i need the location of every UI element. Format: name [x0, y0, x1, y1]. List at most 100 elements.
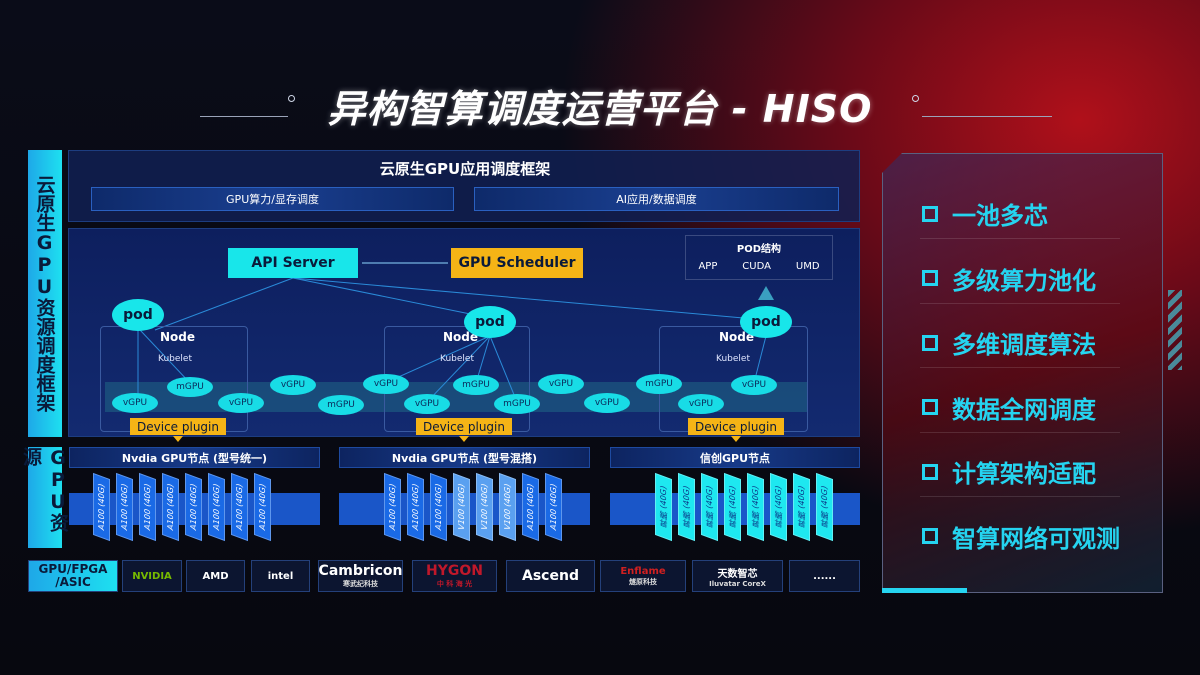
gpu-card-label: A100 (40G): [526, 482, 535, 532]
ai-data-scheduling: AI应用/数据调度: [474, 187, 839, 211]
node-label: Node: [160, 330, 196, 344]
device-plugin-2: Device plugin: [416, 418, 512, 435]
feature-item: 智算网络可观测: [922, 519, 1120, 554]
node-label: Node: [719, 330, 755, 344]
gpu-ellipse: mGPU: [318, 395, 364, 415]
gpu-ellipse: vGPU: [678, 394, 724, 414]
gpu-card: 昇腾 (40G): [724, 472, 741, 542]
gpu-ellipse: mGPU: [494, 394, 540, 414]
gpu-card: A100 (40G): [384, 472, 401, 542]
vendor-name: Cambricon: [318, 563, 403, 579]
gpu-card: A100 (40G): [254, 472, 271, 542]
checkbox-icon: [922, 205, 938, 222]
gpu-card: A100 (40G): [407, 472, 424, 542]
gpu-card: V100 (40G): [476, 472, 493, 542]
gpu-card: A100 (40G): [116, 472, 133, 542]
title-dot-left: [288, 95, 295, 102]
gpu-ellipse: vGPU: [731, 375, 777, 395]
gpu-compute-scheduling: GPU算力/显存调度: [91, 187, 454, 211]
checkbox-icon: [922, 270, 938, 286]
gpu-card-label: 昇腾 (40G): [797, 484, 806, 530]
feature-divider: [920, 238, 1120, 239]
vendor-logo-: ......: [789, 560, 860, 592]
line: [154, 277, 294, 331]
gpu-card: 昇腾 (40G): [816, 472, 833, 542]
gpu-card: A100 (40G): [430, 472, 447, 542]
pod-structure-box: POD结构 APP CUDA UMD: [685, 235, 833, 280]
feature-label: 多维调度算法: [952, 331, 1096, 359]
feature-item: 计算架构适配: [922, 454, 1096, 489]
title-dot-right: [912, 95, 919, 102]
vendor-name: Ascend: [522, 568, 579, 584]
vendor-logo-nvidia: NVIDIA: [122, 560, 182, 592]
gpu-card-label: A100 (40G): [143, 482, 152, 532]
title-line-left: [200, 116, 288, 117]
device-plugin-1: Device plugin: [130, 418, 226, 435]
feature-label: 计算架构适配: [952, 460, 1096, 488]
title-line-right: [922, 116, 1052, 117]
gpu-ellipse: mGPU: [636, 374, 682, 394]
gpu-card: 昇腾 (40G): [747, 472, 764, 542]
arrow-up-icon: [758, 286, 774, 300]
checkbox-icon: [922, 334, 938, 351]
vendor-name: HYGON: [426, 563, 483, 579]
vendor-subtitle: 中 科 海 光: [436, 580, 473, 588]
gpu-card: A100 (40G): [162, 472, 179, 542]
gpu-ellipse: vGPU: [112, 393, 158, 413]
gpu-card-label: A100 (40G): [120, 482, 129, 532]
kubelet-label: Kubelet: [440, 354, 474, 364]
feature-divider: [920, 431, 1120, 433]
pod-item-umd: UMD: [795, 261, 820, 272]
vendor-name: AMD: [202, 570, 229, 582]
gpu-ellipse: mGPU: [453, 375, 499, 395]
checkbox-icon: [922, 528, 938, 544]
vendor-name: ......: [813, 570, 836, 582]
checkbox-icon: [922, 463, 938, 480]
gpu-scheduler-box: GPU Scheduler: [451, 248, 583, 278]
device-plugin-3: Device plugin: [688, 418, 784, 435]
pod-structure-title: POD结构: [736, 244, 782, 255]
feature-item: 一池多芯: [922, 196, 1048, 231]
api-server-box: API Server: [228, 248, 358, 278]
decorative-bar: [882, 588, 967, 593]
feature-label: 智算网络可观测: [952, 524, 1120, 553]
feature-item: 多级算力池化: [922, 261, 1096, 296]
page-title: 异构智算调度运营平台 - HISO: [327, 87, 873, 131]
gpu-card-label: A100 (40G): [212, 482, 221, 532]
gpu-card: V100 (40G): [499, 472, 516, 542]
feature-divider: [920, 302, 1120, 304]
pod-item-app: APP: [698, 261, 718, 272]
vendor-name: 天数智芯: [717, 568, 758, 580]
vendor-logo-cambricon: Cambricon 寒武纪科技: [318, 560, 403, 592]
feature-label: 多级算力池化: [952, 266, 1096, 295]
vendor-logo-: 天数智芯 Iluvatar CoreX: [692, 560, 783, 592]
gpu-card-label: A100 (40G): [549, 482, 558, 532]
gpu-card-label: V100 (40G): [480, 482, 489, 532]
vendor-logo-enflame: Enflame 燧原科技: [600, 560, 686, 592]
vendor-subtitle: Iluvatar CoreX: [709, 579, 766, 588]
gpu-ellipse: mGPU: [167, 377, 213, 397]
gpu-card: A100 (40G): [231, 472, 248, 542]
framework-side-label: 云原生GPU资源调度框架: [28, 150, 62, 437]
gpu-card: 昇腾 (40G): [701, 472, 718, 542]
gpu-card: V100 (40G): [453, 472, 470, 542]
pod-3: pod: [740, 306, 792, 338]
gpu-card: A100 (40G): [545, 472, 562, 542]
gpu-ellipse: vGPU: [218, 393, 264, 413]
gpu-card-label: A100 (40G): [411, 482, 420, 532]
pod-item-cuda: CUDA: [742, 261, 771, 272]
gpu-node-header-1: Nvdia GPU节点 (型号统一): [69, 447, 320, 468]
checkbox-icon: [922, 399, 938, 415]
gpu-card-label: A100 (40G): [434, 482, 443, 532]
gpu-card: A100 (40G): [139, 472, 156, 542]
down-arrows: [173, 436, 741, 442]
gpu-card-label: 昇腾 (40G): [659, 484, 668, 530]
gpu-card: A100 (40G): [93, 472, 110, 542]
gpu-card-label: A100 (40G): [189, 482, 198, 532]
feature-item: 数据全网调度: [922, 390, 1096, 425]
gpu-card-label: A100 (40G): [166, 482, 175, 532]
gpu-ellipse: vGPU: [270, 375, 316, 395]
vendor-logo-intel: intel: [251, 560, 310, 592]
pod-1: pod: [112, 299, 164, 331]
feature-label: 一池多芯: [952, 202, 1048, 230]
